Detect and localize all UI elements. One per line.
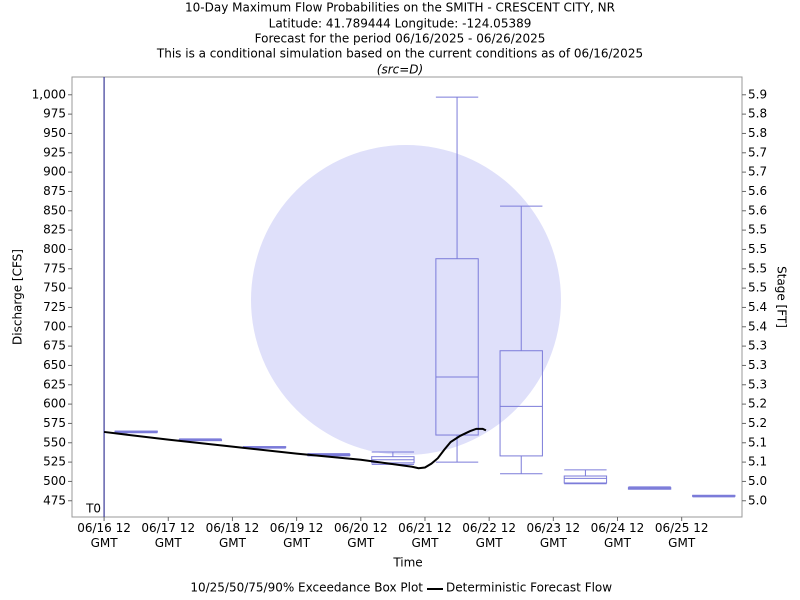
y2-tick-label: 5.5 xyxy=(748,281,767,295)
y2-tick-label: 5.3 xyxy=(748,339,767,353)
legend-label: Deterministic Forecast Flow xyxy=(446,581,612,595)
y-tick-label: 600 xyxy=(43,397,66,411)
y2-tick-label: 5.0 xyxy=(748,474,767,488)
subtitle: Latitude: 41.789444 Longitude: -124.0538… xyxy=(269,17,532,31)
y2-tick-label: 5.8 xyxy=(748,107,767,121)
y2-tick-label: 5.2 xyxy=(748,397,767,411)
y2-tick-label: 5.1 xyxy=(748,455,767,469)
y-tick-label: 525 xyxy=(43,455,66,469)
y-tick-label: 1,000 xyxy=(32,87,66,101)
y-tick-label: 850 xyxy=(43,203,66,217)
x-tick-label: 06/16 12 GMT xyxy=(77,521,131,550)
y2-tick-label: 5.6 xyxy=(748,203,767,217)
y-tick-label: 625 xyxy=(43,377,66,391)
y2-tick-label: 5.2 xyxy=(748,416,767,430)
y2-tick-label: 5.5 xyxy=(748,261,767,275)
y2-axis-label: Stage [FT] xyxy=(775,266,789,328)
y2-tick-label: 5.6 xyxy=(748,184,767,198)
x-tick-label: 06/19 12 GMT xyxy=(269,521,324,550)
y-axis-label: Discharge [CFS] xyxy=(11,249,25,345)
y-tick-label: 500 xyxy=(43,474,66,488)
legend-label: 10/25/50/75/90% Exceedance Box Plot xyxy=(190,581,423,595)
x-axis-label: Time xyxy=(392,556,422,570)
y-tick-label: 925 xyxy=(43,145,66,159)
y-tick-label: 650 xyxy=(43,358,66,372)
watermark xyxy=(251,145,561,455)
y2-tick-label: 5.3 xyxy=(748,358,767,372)
y-tick-label: 700 xyxy=(43,319,66,333)
x-tick-label: 06/24 12 GMT xyxy=(590,521,645,550)
y2-tick-label: 5.4 xyxy=(748,319,767,333)
t0-label: T0 xyxy=(85,502,101,516)
subtitle: (src=D) xyxy=(377,63,423,77)
y2-tick-label: 5.1 xyxy=(748,435,767,449)
y-tick-label: 575 xyxy=(43,416,66,430)
y2-tick-label: 5.7 xyxy=(748,145,767,159)
x-tick-label: 06/20 12 GMT xyxy=(333,521,388,550)
x-tick-label: 06/23 12 GMT xyxy=(526,521,581,550)
y-tick-label: 475 xyxy=(43,493,66,507)
y-tick-label: 975 xyxy=(43,107,66,121)
plot-frame xyxy=(71,76,743,518)
y-tick-label: 675 xyxy=(43,339,66,353)
x-tick-label: 06/25 12 GMT xyxy=(654,521,709,550)
box xyxy=(435,258,479,436)
y-tick-label: 725 xyxy=(43,300,66,314)
y-tick-label: 950 xyxy=(43,126,66,140)
y2-tick-label: 5.0 xyxy=(748,493,767,507)
x-tick-label: 06/21 12 GMT xyxy=(398,521,452,550)
box xyxy=(563,475,608,484)
y-tick-label: 550 xyxy=(43,435,66,449)
subtitle: This is a conditional simulation based o… xyxy=(156,47,643,61)
x-tick-label: 06/22 12 GMT xyxy=(462,521,516,550)
subtitle: Forecast for the period 06/16/2025 - 06/… xyxy=(255,32,546,46)
y2-tick-label: 5.5 xyxy=(748,223,767,237)
y-tick-label: 875 xyxy=(43,184,66,198)
x-tick-label: 06/18 12 GMT xyxy=(205,521,260,550)
y-tick-label: 900 xyxy=(43,165,66,179)
y-tick-label: 825 xyxy=(43,223,66,237)
y-tick-label: 750 xyxy=(43,281,66,295)
y-tick-label: 800 xyxy=(43,242,66,256)
x-tick-label: 06/17 12 GMT xyxy=(141,521,196,550)
y2-tick-label: 5.8 xyxy=(748,126,767,140)
y2-tick-label: 5.9 xyxy=(748,87,767,101)
y2-tick-label: 5.4 xyxy=(748,300,767,314)
chart-title: 10-Day Maximum Flow Probabilities on the… xyxy=(185,1,615,15)
y2-tick-label: 5.5 xyxy=(748,242,767,256)
y2-tick-label: 5.7 xyxy=(748,165,767,179)
y-tick-label: 775 xyxy=(43,261,66,275)
y2-tick-label: 5.3 xyxy=(748,377,767,391)
box xyxy=(499,350,543,457)
deterministic-line xyxy=(103,427,487,470)
